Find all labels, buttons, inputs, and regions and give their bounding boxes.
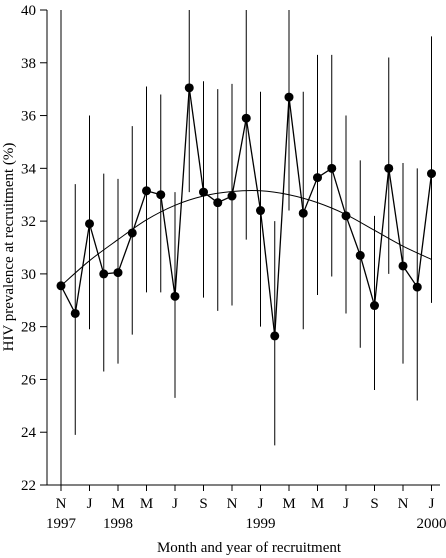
x-tick-label: J — [343, 496, 349, 512]
data-points — [56, 83, 436, 341]
data-point — [370, 301, 379, 311]
data-point — [213, 198, 223, 208]
x-tick-label: M — [140, 496, 153, 512]
x-year-label: 2000 — [417, 516, 446, 532]
x-tick-label: N — [398, 496, 409, 512]
y-tick-label: 36 — [21, 109, 37, 125]
x-year-label: 1998 — [103, 516, 133, 532]
data-point — [56, 281, 66, 291]
data-point — [70, 308, 80, 318]
x-tick-label: M — [311, 496, 324, 512]
y-tick-label: 30 — [21, 267, 36, 283]
data-point — [341, 211, 351, 221]
y-ticks: 22 24 26 28 30 32 34 36 38 40 — [21, 3, 47, 494]
x-tick-label: M — [111, 496, 124, 512]
data-point — [384, 163, 394, 173]
y-tick-label: 40 — [21, 3, 36, 19]
y-tick-label: 24 — [21, 425, 37, 441]
data-point — [241, 113, 251, 123]
y-tick-label: 22 — [21, 478, 36, 494]
error-bars — [60, 10, 432, 485]
data-point — [313, 173, 322, 183]
data-point — [156, 190, 166, 200]
x-tick-label: J — [87, 496, 93, 512]
x-tick-label: S — [370, 496, 378, 512]
data-point — [327, 163, 337, 173]
data-point — [199, 187, 208, 197]
data-point — [298, 208, 308, 218]
data-point — [99, 269, 109, 279]
x-axis-title: Month and year of recruitment — [157, 540, 342, 556]
y-axis-title: HIV prevalence at recruitment (%) — [1, 143, 17, 352]
y-tick-label: 34 — [21, 161, 37, 177]
x-year-label: 1997 — [46, 516, 77, 532]
x-year-label: 1999 — [246, 516, 276, 532]
data-point — [256, 206, 265, 216]
y-tick-label: 32 — [21, 214, 36, 230]
data-point — [355, 250, 365, 260]
x-tick-label: J — [258, 496, 264, 512]
data-point — [184, 83, 194, 93]
data-point — [227, 191, 237, 201]
data-point — [284, 92, 294, 102]
data-point — [270, 331, 280, 341]
y-tick-label: 38 — [21, 56, 36, 72]
x-tick-label: J — [172, 496, 178, 512]
data-point — [142, 186, 151, 196]
data-point — [113, 268, 123, 278]
y-tick-label: 28 — [21, 320, 36, 336]
x-tick-label: N — [227, 496, 238, 512]
data-point — [127, 228, 137, 238]
y-tick-label: 26 — [21, 372, 37, 388]
data-point — [427, 169, 436, 179]
x-tick-label: J — [429, 496, 435, 512]
data-point — [170, 291, 180, 301]
data-point — [85, 219, 94, 229]
data-point — [412, 282, 422, 292]
x-tick-label: N — [56, 496, 67, 512]
data-point — [398, 261, 408, 271]
x-tick-label: M — [282, 496, 295, 512]
x-tick-label: S — [199, 496, 207, 512]
